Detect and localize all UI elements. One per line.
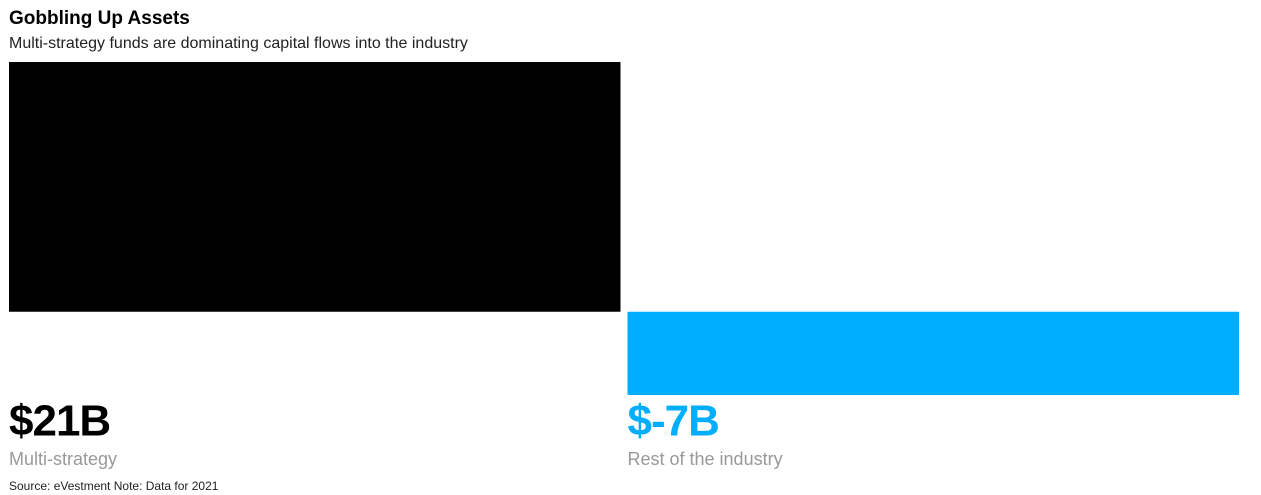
chart-subtitle: Multi-strategy funds are dominating capi… — [9, 35, 468, 52]
category-label: Rest of the industry — [628, 449, 783, 469]
bar — [9, 62, 621, 312]
source-note: Source: eVestment Note: Data for 2021 — [9, 479, 219, 493]
value-label: $-7B — [628, 397, 719, 446]
bar — [627, 311, 1239, 395]
value-label: $21B — [9, 397, 110, 446]
category-label: Multi-strategy — [9, 449, 117, 469]
chart-title: Gobbling Up Assets — [9, 8, 190, 29]
